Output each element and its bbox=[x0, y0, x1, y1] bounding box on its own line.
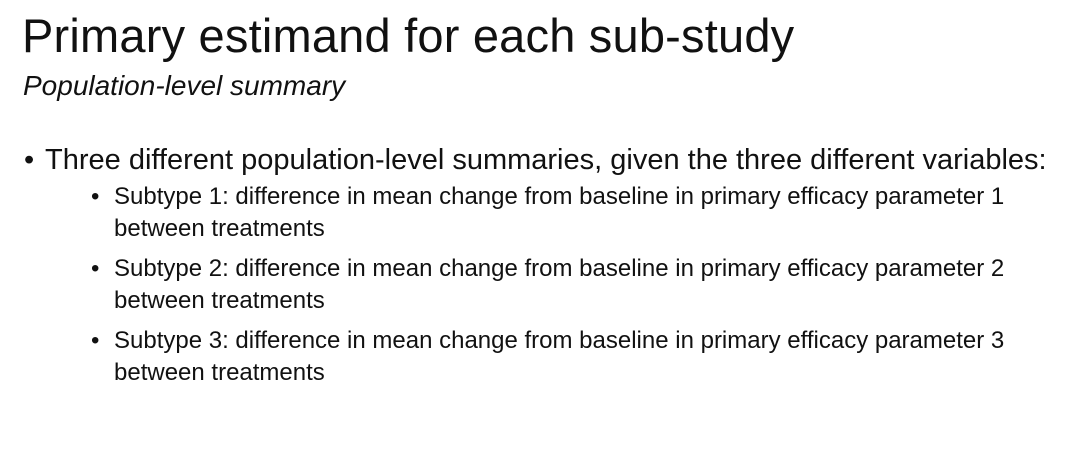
sub-bullet-list: • Subtype 1: difference in mean change f… bbox=[45, 181, 1062, 389]
main-bullet-item: • Three different population-level summa… bbox=[22, 142, 1062, 389]
bullet-list: • Three different population-level summa… bbox=[22, 142, 1062, 397]
main-bullet-text: Three different population-level summari… bbox=[45, 144, 1047, 176]
bullet-icon: • bbox=[91, 183, 100, 210]
bullet-icon: • bbox=[91, 327, 100, 354]
sub-bullet-text-3: Subtype 3: difference in mean change fro… bbox=[114, 327, 1005, 386]
slide-subtitle: Population-level summary bbox=[23, 70, 346, 101]
slide-title: Primary estimand for each sub-study bbox=[22, 9, 795, 62]
sub-bullet-text-2: Subtype 2: difference in mean change fro… bbox=[114, 255, 1005, 314]
sub-bullet-text-1: Subtype 1: difference in mean change fro… bbox=[114, 183, 1005, 242]
sub-bullet-item-2: • Subtype 2: difference in mean change f… bbox=[91, 253, 1014, 317]
bullet-icon: • bbox=[91, 255, 100, 282]
bullet-icon: • bbox=[24, 144, 35, 176]
sub-bullet-item-1: • Subtype 1: difference in mean change f… bbox=[91, 181, 1014, 245]
sub-bullet-item-3: • Subtype 3: difference in mean change f… bbox=[91, 325, 1014, 389]
